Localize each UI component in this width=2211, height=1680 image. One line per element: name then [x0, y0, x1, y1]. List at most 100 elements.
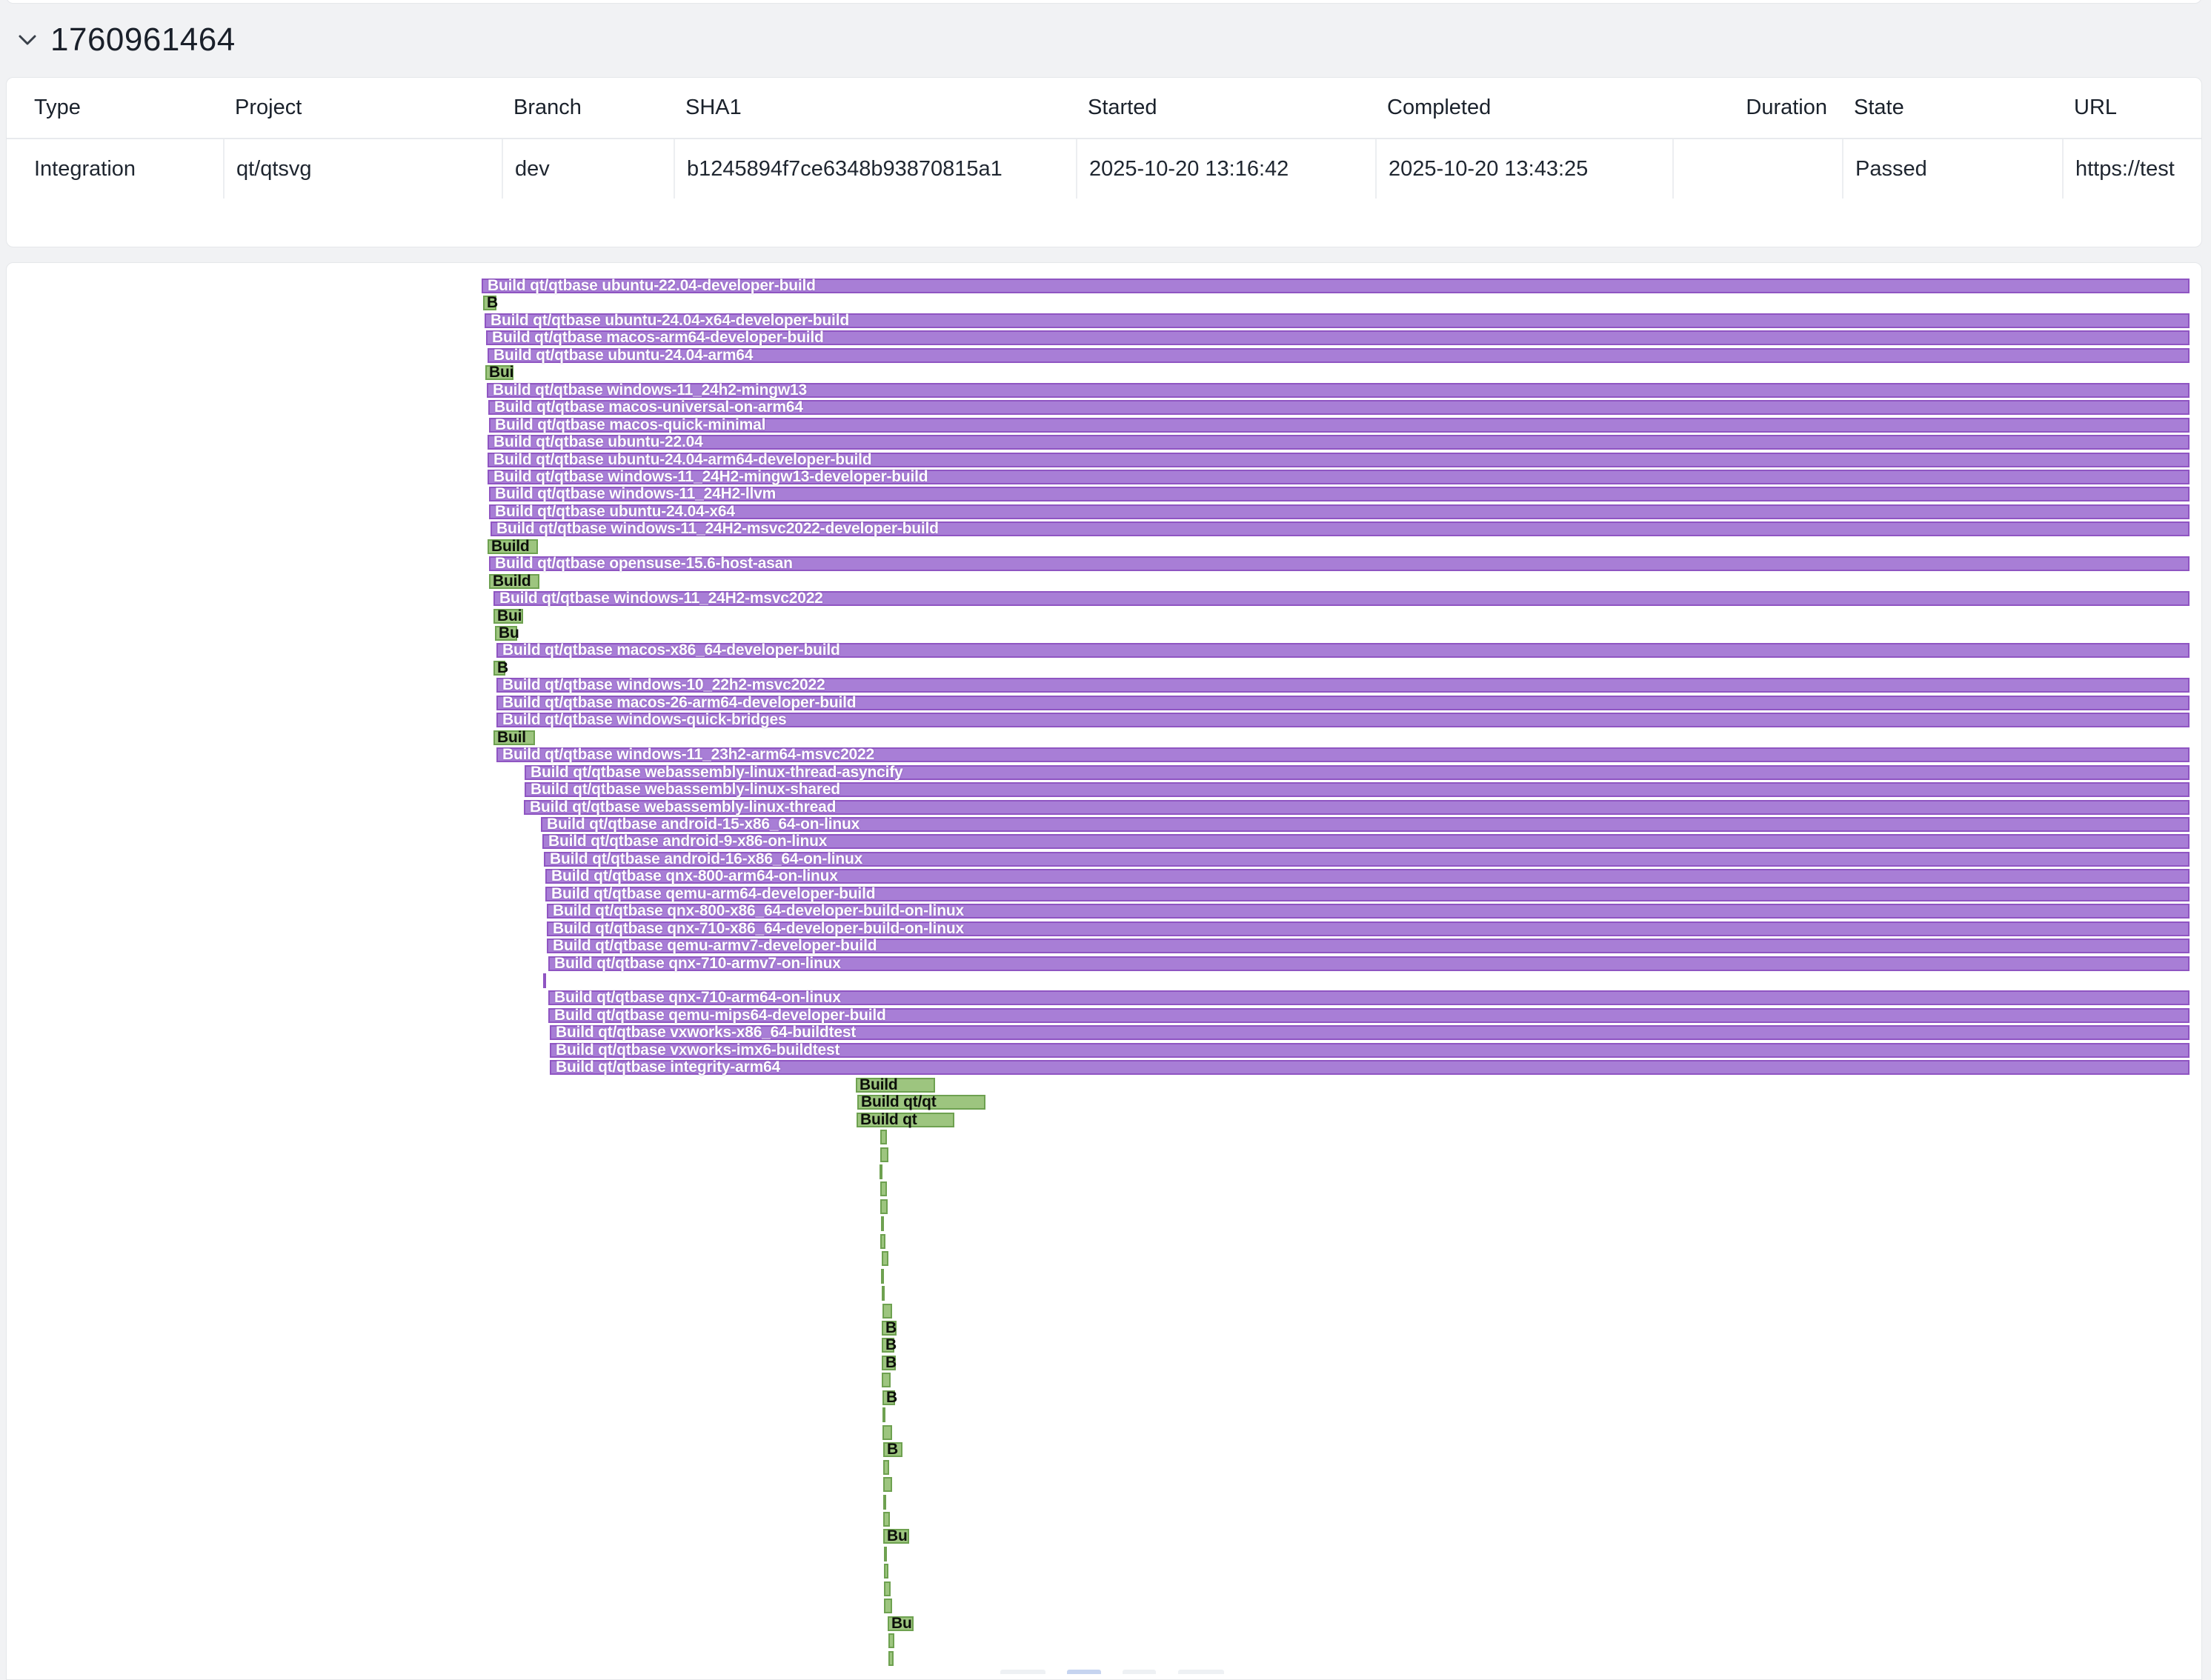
- gantt-bar[interactable]: Build qt/qtbase macos-x86_64-developer-b…: [496, 642, 2190, 658]
- gantt-bar[interactable]: Build qt/qtbase ubuntu-24.04-arm64-devel…: [488, 452, 2190, 467]
- gantt-bar[interactable]: [882, 1251, 888, 1266]
- gantt-bar[interactable]: Build qt/qtbase qemu-armv7-developer-bui…: [547, 937, 2190, 954]
- gantt-bar[interactable]: Build qt/qtbase ubuntu-22.04: [488, 434, 2190, 450]
- gantt-bar[interactable]: [882, 1407, 885, 1422]
- gantt-bar[interactable]: Build qt/qtbase ubuntu-24.04-arm64: [488, 347, 2190, 363]
- gantt-bar[interactable]: Build qt/qtbase windows-11_24H2-llvm: [489, 486, 2190, 501]
- gantt-bar-label: B: [887, 1441, 898, 1458]
- gantt-bar[interactable]: [882, 1425, 892, 1440]
- cell-project: qt/qtsvg: [223, 139, 502, 199]
- gantt-bar-label: Build qt/qtbase qemu-arm64-developer-bui…: [551, 885, 876, 902]
- gantt-bar[interactable]: Build qt/qtbase windows-11_23h2-arm64-ms…: [496, 747, 2190, 762]
- gantt-bar[interactable]: [884, 1581, 891, 1596]
- gantt-bar[interactable]: Build qt/qtbase windows-11_24h2-mingw13: [487, 382, 2190, 398]
- cell-duration: [1672, 139, 1842, 199]
- gantt-bar[interactable]: Build qt/qtbase ubuntu-22.04-developer-b…: [482, 278, 2190, 293]
- gantt-bar[interactable]: Build qt/qtbase qnx-710-armv7-on-linux: [548, 956, 2190, 971]
- gantt-bar[interactable]: Build qt/qtbase windows-11_24H2-mingw13-…: [488, 469, 2190, 484]
- gantt-bar[interactable]: Buil: [493, 730, 535, 745]
- gantt-bar[interactable]: Build qt/qtbase windows-quick-bridges: [496, 712, 2190, 727]
- gantt-bar[interactable]: [880, 1181, 887, 1196]
- gantt-bar[interactable]: B: [882, 1337, 897, 1353]
- gantt-bar-label: Build qt/qtbase windows-11_24H2-msvc2022: [499, 590, 823, 607]
- table-row[interactable]: Integration qt/qtsvg dev b1245894f7ce6348b9…: [7, 139, 2201, 199]
- gantt-bar[interactable]: Build qt/qtbase integrity-arm64: [550, 1059, 2190, 1075]
- gantt-bar[interactable]: [883, 1477, 892, 1492]
- gantt-bar-label: Build qt/qtbase macos-quick-minimal: [495, 416, 766, 433]
- gantt-bar[interactable]: Build qt/qtbase macos-quick-minimal: [489, 416, 2190, 433]
- gantt-bar[interactable]: [880, 1199, 888, 1214]
- gantt-bar[interactable]: [884, 1547, 887, 1561]
- gantt-bar[interactable]: Build: [856, 1077, 935, 1093]
- gantt-bar[interactable]: Build qt/qtbase macos-universal-on-arm64: [488, 399, 2190, 415]
- gantt-bar[interactable]: Build qt/qtbase vxworks-imx6-buildtest: [550, 1042, 2190, 1058]
- gantt-bar[interactable]: [882, 1286, 885, 1301]
- gantt-bar[interactable]: Build qt/qtbase macos-arm64-developer-bu…: [486, 330, 2190, 345]
- gantt-bar[interactable]: B: [882, 1390, 897, 1405]
- gantt-bar-label: Build: [493, 573, 531, 590]
- gantt-bar[interactable]: [880, 1147, 888, 1162]
- gantt-bar-label: Build qt/qtbase qnx-800-x86_64-developer…: [553, 902, 964, 919]
- gantt-bar[interactable]: B: [882, 1320, 897, 1336]
- gantt-bar[interactable]: Build qt/qtbase android-9-x86-on-linux: [542, 833, 2190, 849]
- gantt-bar[interactable]: Build qt: [857, 1112, 954, 1127]
- gantt-bar-label: Build qt/qtbase opensuse-15.6-host-asan: [495, 555, 793, 572]
- gantt-bar-label: Build qt/qtbase windows-10_22h2-msvc2022: [502, 676, 825, 693]
- gantt-bar[interactable]: Build qt/qtbase webassembly-linux-shared: [525, 781, 2190, 797]
- gantt-bar[interactable]: [881, 1269, 884, 1284]
- gantt-bar[interactable]: Build qt/qtbase qnx-710-x86_64-developer…: [547, 921, 2190, 936]
- gantt-bar[interactable]: Bui: [485, 364, 513, 380]
- gantt-bar[interactable]: Build qt/qtbase webassembly-linux-thread: [524, 799, 2190, 815]
- gantt-bar[interactable]: [883, 1460, 889, 1475]
- gantt-bar-label: Bu: [891, 1615, 912, 1632]
- gantt-bar[interactable]: [882, 1304, 892, 1319]
- gantt-bar[interactable]: Build qt/qtbase vxworks-x86_64-buildtest: [550, 1024, 2190, 1040]
- gantt-bar[interactable]: Bu: [888, 1616, 914, 1631]
- gantt-bar[interactable]: Build qt/qtbase qnx-800-x86_64-developer…: [547, 902, 2190, 919]
- gantt-bar[interactable]: [888, 1633, 894, 1648]
- gantt-bar[interactable]: B: [483, 295, 498, 310]
- gantt-bar[interactable]: Build qt/qtbase qemu-mips64-developer-bu…: [548, 1007, 2190, 1023]
- gantt-bar-label: Build qt/qtbase qemu-armv7-developer-bui…: [553, 937, 877, 954]
- gantt-bar[interactable]: Build: [488, 539, 538, 554]
- gantt-bar[interactable]: Build qt/qtbase qnx-800-arm64-on-linux: [545, 868, 2190, 884]
- gantt-bar-label: Build qt/qtbase windows-11_24H2-msvc2022…: [496, 520, 939, 537]
- gantt-bar[interactable]: [880, 1130, 887, 1144]
- gantt-bar[interactable]: Build qt/qtbase macos-26-arm64-developer…: [496, 695, 2190, 710]
- gantt-bar[interactable]: [888, 1651, 894, 1666]
- gantt-bar[interactable]: [884, 1564, 888, 1579]
- cell-completed: 2025-10-20 13:43:25: [1375, 139, 1672, 199]
- gantt-bar[interactable]: Bu: [883, 1528, 909, 1544]
- gantt-bar[interactable]: B: [882, 1355, 897, 1370]
- gantt-bar[interactable]: B: [883, 1441, 902, 1458]
- gantt-bar[interactable]: Build qt/qtbase webassembly-linux-thread…: [525, 764, 2190, 780]
- gantt-bar[interactable]: Build qt/qtbase qemu-arm64-developer-bui…: [545, 885, 2190, 902]
- gantt-bar[interactable]: Bui: [493, 608, 523, 624]
- gantt-bar[interactable]: [880, 1164, 882, 1179]
- gantt-bar[interactable]: Build qt/qtbase android-16-x86_64-on-lin…: [544, 850, 2190, 867]
- cell-url[interactable]: https://test: [2062, 139, 2201, 199]
- gantt-bar[interactable]: [883, 1495, 886, 1510]
- gantt-bar[interactable]: B: [493, 660, 508, 676]
- gantt-bar[interactable]: Build qt/qtbase opensuse-15.6-host-asan: [489, 556, 2190, 571]
- gantt-bar[interactable]: [881, 1216, 884, 1231]
- gantt-bar-label: Build: [491, 538, 530, 555]
- gantt-bar[interactable]: [883, 1512, 890, 1527]
- gantt-bar[interactable]: [882, 1373, 891, 1387]
- gantt-bar-label: Build qt/qtbase android-16-x86_64-on-lin…: [550, 850, 863, 867]
- chevron-down-icon[interactable]: [18, 33, 37, 47]
- gantt-bar[interactable]: Build qt/qtbase android-15-x86_64-on-lin…: [541, 816, 2190, 832]
- gantt-bar[interactable]: Build qt/qtbase qnx-710-arm64-on-linux: [548, 990, 2190, 1005]
- gantt-bar[interactable]: Build: [489, 573, 539, 590]
- gantt-bar[interactable]: [880, 1234, 885, 1249]
- gantt-bar[interactable]: Build qt/qt: [857, 1094, 985, 1110]
- gantt-bar[interactable]: [543, 973, 546, 988]
- gantt-bar[interactable]: Build qt/qtbase windows-11_24H2-msvc2022…: [491, 521, 2190, 536]
- gantt-bar[interactable]: [884, 1599, 892, 1613]
- gantt-bar[interactable]: Build qt/qtbase ubuntu-24.04-x64-develop…: [485, 313, 2190, 328]
- gantt-bar[interactable]: Build qt/qtbase windows-10_22h2-msvc2022: [496, 676, 2190, 693]
- gantt-bar[interactable]: Build qt/qtbase windows-11_24H2-msvc2022: [493, 590, 2190, 607]
- gantt-bar[interactable]: Build qt/qtbase ubuntu-24.04-x64: [489, 504, 2190, 519]
- gantt-bar[interactable]: Bu: [495, 625, 519, 641]
- integration-header[interactable]: 1760961464: [18, 19, 236, 61]
